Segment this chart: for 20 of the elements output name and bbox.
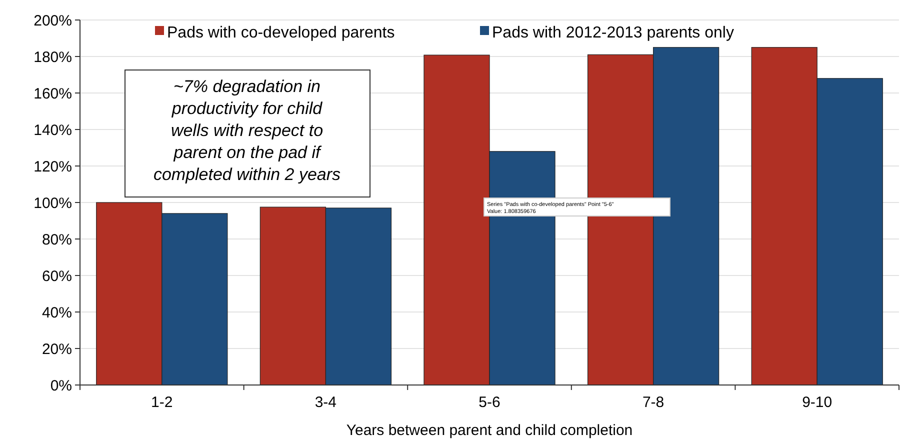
y-tick-label: 200% xyxy=(34,12,72,30)
legend-label: Pads with co-developed parents xyxy=(167,24,395,42)
y-tick-label: 60% xyxy=(42,268,72,285)
y-tick-label: 140% xyxy=(34,122,72,139)
x-axis-title: Years between parent and child completion xyxy=(346,422,633,439)
x-tick-label: 5-6 xyxy=(478,394,500,411)
y-tick-label: 20% xyxy=(42,340,72,358)
y-tick-label: 80% xyxy=(42,231,72,248)
y-tick-label: 180% xyxy=(34,48,72,66)
x-tick-label: 3-4 xyxy=(314,394,337,411)
x-tick-label: 9-10 xyxy=(802,394,832,411)
y-tick-label: 100% xyxy=(34,194,72,212)
y-tick-label: 120% xyxy=(34,158,72,176)
legend-label: Pads with 2012-2013 parents only xyxy=(492,24,734,42)
y-tick-label: 40% xyxy=(42,304,72,322)
annotation: ~7% degradation in productivity for child wells with respect to parent on the pad if completed within 2 years xyxy=(153,77,342,184)
y-tick-label: 160% xyxy=(34,85,72,102)
x-tick-label: 1-2 xyxy=(151,394,173,411)
y-tick-label: 0% xyxy=(50,377,72,394)
x-tick-label: 7-8 xyxy=(642,394,664,411)
